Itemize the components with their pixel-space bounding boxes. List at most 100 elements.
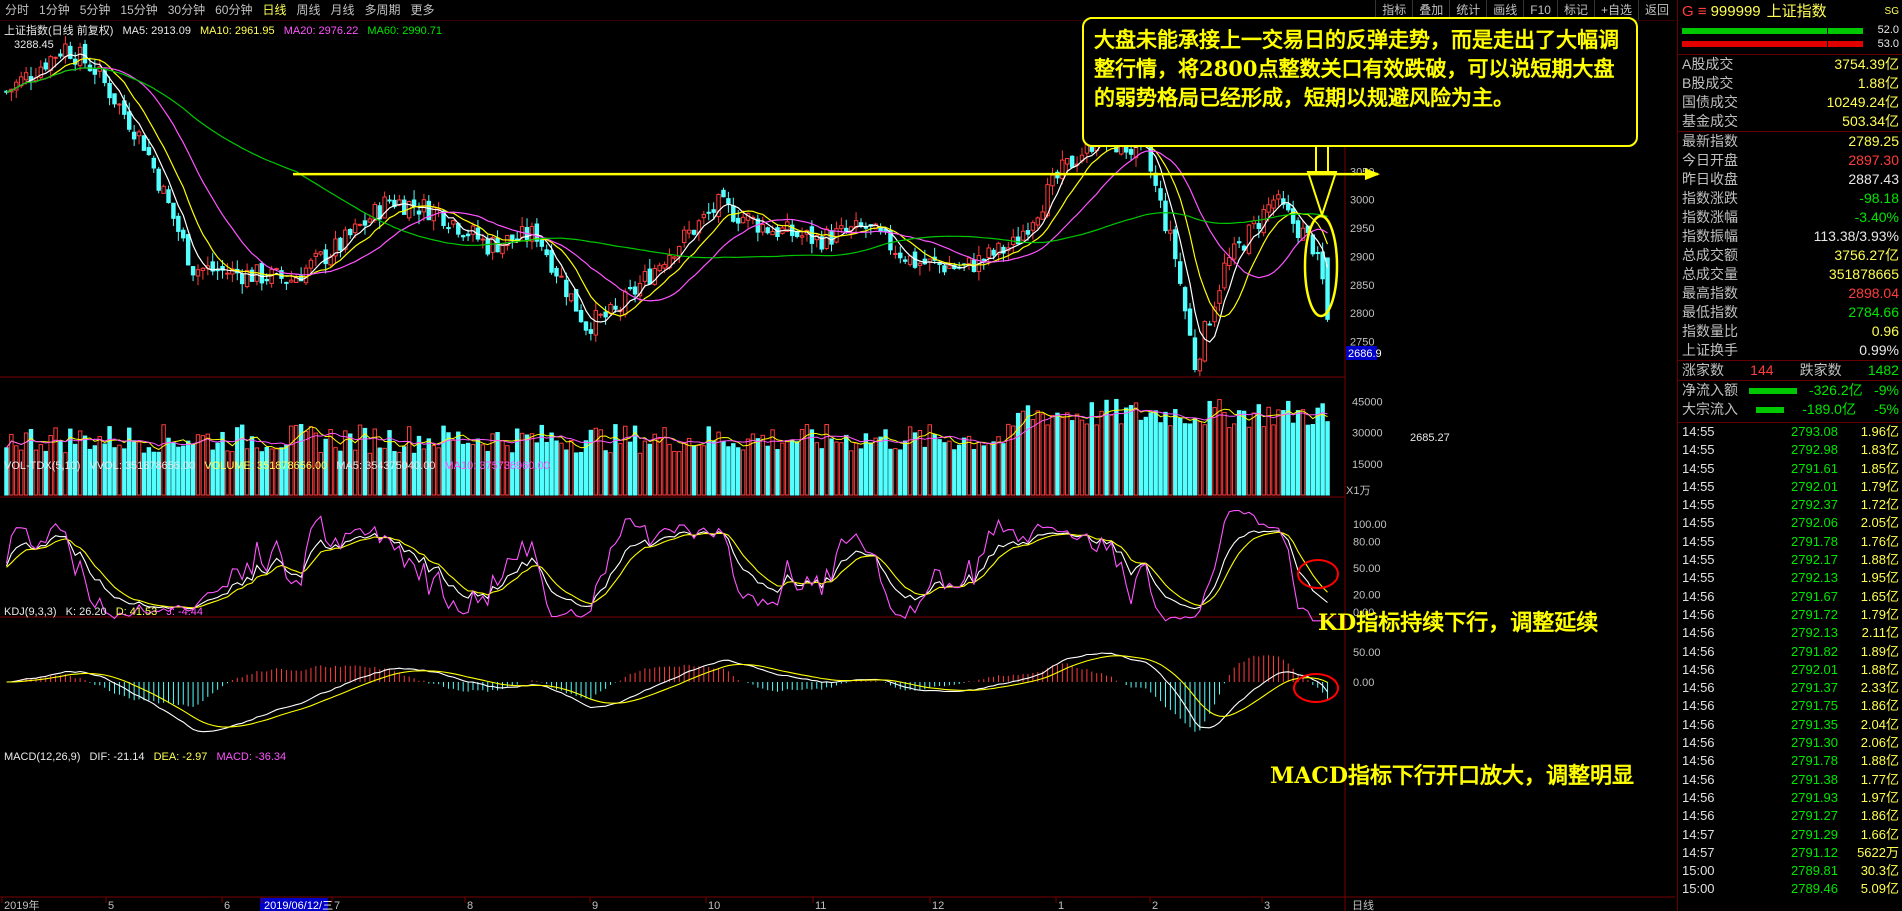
- candle: [844, 227, 849, 232]
- candle: [146, 147, 152, 156]
- candle: [1236, 241, 1242, 244]
- tick-list[interactable]: 14:55 2793.08 1.96亿 14:55 2792.98 1.83亿 14:55 2…: [1678, 422, 1902, 899]
- volume-bar: [750, 433, 756, 496]
- date-label: 3: [1264, 900, 1270, 911]
- volume-bar: [298, 424, 304, 496]
- back-button[interactable]: 返回: [1637, 0, 1675, 20]
- volume-bar: [1261, 426, 1266, 496]
- volume-bar: [952, 449, 957, 496]
- index-stats-rows: 最新指数 2789.25 今日开盘 2897.30 昨日收盘 2887.43 指数涨跌 -98…: [1678, 131, 1902, 360]
- tab-timeshare[interactable]: 分时: [5, 3, 30, 17]
- candle: [1261, 209, 1266, 234]
- tab-multi-period[interactable]: 多周期: [364, 3, 401, 17]
- volume-bar: [844, 434, 849, 496]
- macd-dea-label: DEA: -2.97: [153, 751, 208, 763]
- stats-button[interactable]: 统计: [1449, 0, 1486, 20]
- kdj-title: KDJ(9,3,3): [4, 606, 57, 618]
- date-label: 1: [1058, 900, 1064, 911]
- candle: [446, 227, 451, 230]
- volume-bar: [1212, 407, 1217, 496]
- tick-row: 14:55 2792.17 1.88亿: [1678, 551, 1902, 569]
- volume-bar: [18, 449, 24, 496]
- volume-bar: [1114, 398, 1119, 496]
- index-stat-row: 上证换手 0.99%: [1678, 341, 1902, 360]
- volume-bar: [873, 437, 878, 496]
- volume-bar: [33, 449, 39, 496]
- tab-weekly[interactable]: 周线: [296, 3, 321, 17]
- kdj-axis-label: 80.00: [1353, 536, 1381, 548]
- mark-button[interactable]: 标记: [1556, 0, 1594, 20]
- volume-bar: [210, 449, 215, 496]
- volume-bar: [519, 432, 525, 496]
- tick-time: 14:56: [1682, 716, 1715, 732]
- overlay-button[interactable]: 叠加: [1412, 0, 1449, 20]
- volume-bar: [451, 439, 456, 496]
- volume-bar: [1236, 410, 1242, 496]
- volume-bar: [1182, 423, 1188, 496]
- macd-title: MACD(12,26,9): [4, 751, 81, 763]
- tab-daily[interactable]: 日线: [262, 3, 287, 17]
- tick-price: 2791.30: [1791, 735, 1838, 751]
- candle: [82, 43, 88, 64]
- candle: [1315, 252, 1320, 255]
- volume-bar: [956, 444, 962, 496]
- volume-bar: [829, 438, 834, 496]
- candle: [500, 243, 505, 255]
- add-watchlist-button[interactable]: +自选: [1593, 0, 1638, 20]
- candle: [313, 252, 319, 257]
- tick-row: 14:56 2791.38 1.77亿: [1678, 771, 1902, 789]
- volume-bar: [790, 439, 795, 496]
- volume-bar: [239, 424, 245, 496]
- volume-bar: [1227, 427, 1232, 496]
- tab-more[interactable]: 更多: [410, 3, 435, 17]
- indicator-button[interactable]: 指标: [1375, 0, 1412, 20]
- tab-60min[interactable]: 60分钟: [215, 3, 253, 17]
- volume-bar: [372, 428, 378, 496]
- tab-15min[interactable]: 15分钟: [120, 3, 158, 17]
- volume-bar: [441, 425, 446, 496]
- volume-bar: [848, 450, 854, 496]
- tab-1min[interactable]: 1分钟: [39, 3, 70, 17]
- candle: [613, 305, 618, 310]
- strength-up-pct: 52.0: [1877, 24, 1899, 36]
- candle: [200, 267, 206, 271]
- volume-bar: [146, 447, 152, 496]
- tab-30min[interactable]: 30分钟: [167, 3, 206, 17]
- index-stat-label: 昨日收盘: [1682, 171, 1738, 187]
- tick-volume: 1.95亿: [1860, 570, 1899, 586]
- draw-line-button[interactable]: 画线: [1486, 0, 1523, 20]
- volume-bar: [544, 441, 549, 496]
- candle: [161, 185, 166, 194]
- date-label: 12: [932, 900, 944, 911]
- f10-button[interactable]: F10: [1523, 0, 1557, 20]
- kdj-line: [5, 510, 1328, 622]
- volume-bar: [460, 443, 466, 496]
- candle: [402, 199, 407, 215]
- tick-price: 2789.46: [1791, 881, 1838, 897]
- date-label: 2019年: [4, 898, 39, 911]
- candle: [1035, 217, 1041, 226]
- tick-time: 14:56: [1682, 680, 1715, 696]
- volume-bar: [205, 433, 211, 496]
- kline-chart[interactable]: 3250320031503100305030002950290028502800…: [0, 0, 1675, 911]
- volume-bar: [431, 444, 436, 496]
- candle: [1197, 358, 1203, 372]
- volume-bar: [785, 440, 790, 496]
- volume-bar: [397, 451, 402, 496]
- macd-value-label: MACD: -36.34: [216, 751, 287, 763]
- volume-bar: [14, 445, 19, 496]
- volume-bar: [937, 439, 942, 496]
- toolbar: 指标 叠加 统计 画线 F10 标记 +自选 返回: [1375, 0, 1675, 20]
- volume-bar: [834, 441, 839, 496]
- tab-5min[interactable]: 5分钟: [79, 3, 111, 17]
- candle: [588, 329, 594, 334]
- candle: [387, 199, 392, 202]
- tab-monthly[interactable]: 月线: [330, 3, 355, 17]
- candle: [711, 209, 716, 213]
- volume-bar: [9, 433, 14, 496]
- volume-bar: [475, 438, 481, 496]
- candle: [1192, 337, 1198, 370]
- volume-bar: [966, 435, 972, 496]
- volume-bar: [495, 432, 500, 496]
- index-stat-row: 总成交额 3756.27亿: [1678, 246, 1902, 265]
